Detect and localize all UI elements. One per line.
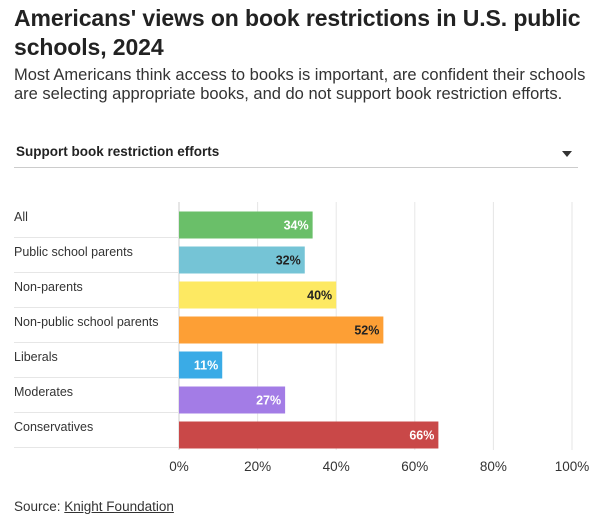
- data-label: 32%: [276, 254, 301, 268]
- category-label: Moderates: [14, 385, 73, 399]
- chevron-down-icon[interactable]: [562, 151, 572, 157]
- category-label: Conservatives: [14, 420, 93, 434]
- data-label: 66%: [409, 429, 434, 443]
- bar[interactable]: [179, 281, 337, 309]
- data-label: 34%: [284, 219, 309, 233]
- data-label: 40%: [307, 289, 332, 303]
- category-label: Liberals: [14, 350, 58, 364]
- bar[interactable]: [179, 246, 305, 274]
- metric-dropdown[interactable]: Support book restriction efforts: [14, 141, 578, 168]
- x-tick-label: 80%: [480, 459, 507, 474]
- data-label: 11%: [194, 359, 218, 373]
- category-label: Non-public school parents: [14, 315, 159, 329]
- x-tick-label: 100%: [555, 459, 590, 474]
- chart-subtitle: Most Americans think access to books is …: [14, 66, 586, 103]
- bar[interactable]: [179, 316, 384, 344]
- bar[interactable]: [179, 386, 286, 414]
- source-note: Source: Knight Foundation: [14, 499, 174, 514]
- chart-title: Americans' views on book restrictions in…: [14, 5, 581, 60]
- category-label: Public school parents: [14, 245, 133, 259]
- x-tick-label: 40%: [323, 459, 350, 474]
- data-label: 52%: [354, 324, 379, 338]
- bar[interactable]: [179, 211, 313, 239]
- x-tick-label: 20%: [244, 459, 271, 474]
- x-tick-label: 0%: [169, 459, 189, 474]
- category-label: All: [14, 210, 28, 224]
- bar[interactable]: [179, 351, 223, 379]
- source-prefix: Source:: [14, 499, 65, 514]
- dropdown-selected-label: Support book restriction efforts: [16, 144, 220, 159]
- data-label: 27%: [256, 394, 281, 408]
- x-tick-label: 60%: [401, 459, 428, 474]
- bar[interactable]: [179, 421, 439, 449]
- source-link[interactable]: Knight Foundation: [64, 499, 174, 514]
- category-label: Non-parents: [14, 280, 83, 294]
